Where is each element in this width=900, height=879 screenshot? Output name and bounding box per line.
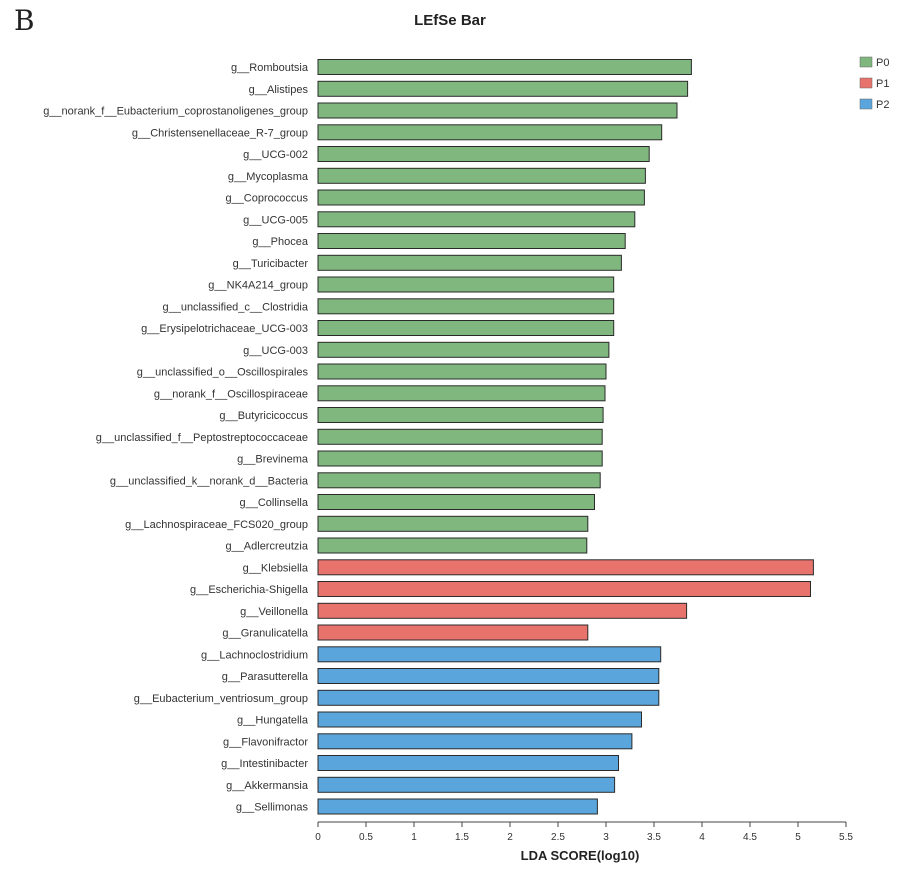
legend-label: P1 [876, 78, 889, 90]
category-labels: g__Romboutsia g__Alistipes g__norank_f__Eu… [43, 62, 309, 814]
bar [317, 537, 588, 554]
bar [317, 472, 601, 489]
x-tick-label: 1 [411, 832, 417, 843]
category-label: g__unclassified_o__Oscillospirales [137, 367, 309, 379]
category-label: g__Granulicatella [222, 628, 308, 640]
category-label: g__Collinsella [240, 497, 309, 509]
x-axis: 0 0.5 1 1.5 2 2.5 3 3.5 4 4.5 5 5.5 [315, 821, 853, 843]
bar [317, 602, 688, 619]
bar [317, 385, 606, 402]
category-label: g__Romboutsia [231, 62, 309, 74]
legend: P0 P1 P2 [859, 56, 889, 111]
category-label: g__unclassified_k__norank_d__Bacteria [110, 475, 309, 487]
category-label: g__norank_f__Eubacterium_coprostanoligen… [43, 106, 308, 118]
category-label: g__Mycoplasma [228, 171, 309, 183]
bar [317, 646, 662, 663]
category-label: g__unclassified_c__Clostridia [162, 301, 308, 313]
bar [317, 428, 603, 445]
legend-swatch [859, 98, 873, 110]
legend-label: P2 [876, 99, 889, 111]
category-label: g__Christensenellaceae_R-7_group [132, 127, 308, 139]
bar [317, 668, 660, 684]
bar [317, 515, 589, 532]
category-label: g__Veillonella [240, 606, 309, 618]
category-label: g__Eubacterium_ventriosum_group [134, 693, 308, 705]
category-label: g__Alistipes [249, 84, 309, 96]
bar [317, 59, 692, 75]
bar [317, 776, 616, 793]
legend-swatch [859, 77, 873, 89]
category-label: g__Adlercreutzia [225, 541, 308, 553]
bar [317, 450, 603, 467]
bar [317, 341, 610, 358]
category-label: g__Turicibacter [233, 258, 309, 270]
legend-label: P0 [876, 57, 889, 69]
category-label: g__NK4A214_group [208, 280, 308, 292]
category-label: g__unclassified_f__Peptostreptococcaceae [96, 432, 308, 444]
x-tick-label: 2 [507, 832, 513, 843]
bar [317, 102, 678, 119]
x-tick-label: 0 [315, 832, 321, 843]
bar [317, 624, 589, 641]
bar [317, 733, 633, 750]
chart-title: LEfSe Bar [414, 12, 486, 29]
category-label: g__UCG-003 [243, 345, 308, 357]
bar [317, 407, 604, 423]
bar [317, 276, 615, 293]
bar [317, 189, 645, 206]
bar [317, 559, 814, 576]
bar [317, 80, 689, 97]
bar [317, 211, 636, 228]
category-label: g__Flavonifractor [223, 736, 308, 748]
x-tick-label: 3.5 [647, 832, 661, 843]
bar [317, 320, 615, 336]
x-tick-label: 0.5 [359, 832, 373, 843]
bar [317, 581, 811, 597]
category-label: g__Phocea [252, 236, 309, 248]
bars-layer [317, 59, 814, 815]
category-label: g__Escherichia-Shigella [190, 584, 309, 596]
category-label: g__Butyricicoccus [219, 410, 308, 422]
x-tick-label: 2.5 [551, 832, 565, 843]
bar [317, 494, 595, 510]
bar [317, 689, 660, 706]
category-label: g__Coprococcus [225, 193, 308, 205]
category-label: g__Akkermansia [226, 780, 309, 792]
bar [317, 711, 642, 728]
category-label: g__Sellimonas [236, 802, 309, 814]
category-label: g__UCG-005 [243, 214, 308, 226]
category-label: g__Parasutterella [222, 671, 309, 683]
category-label: g__Brevinema [237, 454, 309, 466]
category-label: g__Hungatella [237, 715, 309, 727]
bar [317, 233, 626, 249]
bar [317, 798, 598, 815]
bar [317, 146, 650, 162]
category-label: g__Klebsiella [243, 562, 309, 574]
bar [317, 167, 646, 184]
x-tick-label: 4.5 [743, 832, 757, 843]
bar [317, 254, 622, 271]
category-label: g__Intestinibacter [221, 758, 308, 770]
legend-swatch [859, 56, 873, 68]
bar [317, 363, 607, 380]
bar [317, 124, 663, 141]
category-label: g__Erysipelotrichaceae_UCG-003 [141, 323, 308, 335]
x-tick-label: 3 [603, 832, 609, 843]
bar [317, 755, 619, 771]
x-tick-label: 1.5 [455, 832, 469, 843]
x-axis-title: LDA SCORE(log10) [521, 848, 640, 863]
category-label: g__UCG-002 [243, 149, 308, 161]
x-tick-label: 5 [795, 832, 801, 843]
category-label: g__Lachnoclostridium [201, 649, 308, 661]
bar [317, 298, 615, 315]
panel-letter: B [14, 4, 35, 37]
category-label: g__Lachnospiraceae_FCS020_group [125, 519, 308, 531]
x-tick-label: 4 [699, 832, 705, 843]
category-label: g__norank_f__Oscillospiraceae [154, 388, 308, 400]
x-tick-label: 5.5 [839, 832, 853, 843]
